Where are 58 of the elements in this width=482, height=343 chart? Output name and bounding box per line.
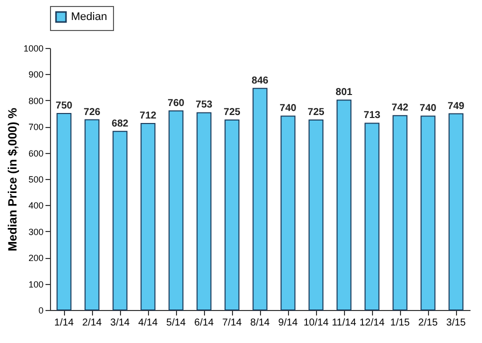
x-tick-label: 1/14 xyxy=(54,318,74,328)
x-tick-label: 9/14 xyxy=(278,318,298,328)
data-label: 760 xyxy=(168,98,185,109)
data-label: 753 xyxy=(196,100,213,111)
bar xyxy=(252,88,268,310)
bar xyxy=(112,130,128,310)
bar xyxy=(196,112,212,310)
x-tick-label: 3/15 xyxy=(446,318,466,328)
data-label: 682 xyxy=(112,118,129,130)
bar xyxy=(56,113,72,310)
x-tick-label: 8/14 xyxy=(250,318,270,328)
data-label: 846 xyxy=(252,75,269,86)
x-tick-label: 2/14 xyxy=(82,318,102,328)
bar xyxy=(224,120,240,310)
bar xyxy=(280,116,296,310)
x-tick-label: 2/15 xyxy=(418,318,438,328)
y-axis-title: Median Price (in $,000) % xyxy=(5,107,20,252)
data-label: 740 xyxy=(420,103,437,114)
data-label: 740 xyxy=(280,103,297,114)
x-tick-label: 10/14 xyxy=(303,318,329,328)
x-tick-label: 6/14 xyxy=(194,318,214,328)
y-tick-label: 1000 xyxy=(23,44,44,54)
x-tick-label: 11/14 xyxy=(332,318,357,328)
y-tick-label: 900 xyxy=(28,70,44,80)
bar xyxy=(140,122,156,310)
bar xyxy=(168,110,184,310)
bar xyxy=(364,122,380,310)
y-tick-label: 200 xyxy=(28,253,44,264)
y-tick-label: 0 xyxy=(38,306,44,316)
y-tick-label: 800 xyxy=(28,96,44,106)
x-tick-label: 5/14 xyxy=(166,318,186,328)
bar xyxy=(448,113,464,310)
bar xyxy=(336,100,352,310)
data-label: 725 xyxy=(308,107,325,118)
data-label: 801 xyxy=(336,87,353,98)
y-tick-label: 300 xyxy=(28,226,44,237)
bar xyxy=(420,116,436,310)
y-tick-label: 600 xyxy=(28,148,44,158)
x-tick-label: 12/14 xyxy=(359,318,385,328)
x-tick-label: 7/14 xyxy=(222,318,242,328)
legend-label: Median xyxy=(71,11,108,23)
data-label: 749 xyxy=(448,100,465,112)
data-label: 725 xyxy=(224,107,241,118)
bar xyxy=(392,115,408,310)
bar xyxy=(308,120,324,310)
y-tick-label: 100 xyxy=(28,279,44,290)
data-label: 750 xyxy=(56,100,73,112)
data-label: 742 xyxy=(392,102,409,114)
data-label: 713 xyxy=(364,110,381,122)
bar xyxy=(84,119,100,310)
x-tick-label: 3/14 xyxy=(110,318,130,328)
y-tick-label: 400 xyxy=(28,200,44,211)
data-label: 712 xyxy=(140,110,157,122)
y-tick-label: 700 xyxy=(28,122,44,132)
x-tick-label: 4/14 xyxy=(138,318,158,328)
y-tick-label: 500 xyxy=(28,174,44,184)
data-label: 726 xyxy=(84,106,101,118)
x-tick-label: 1/15 xyxy=(390,318,410,328)
